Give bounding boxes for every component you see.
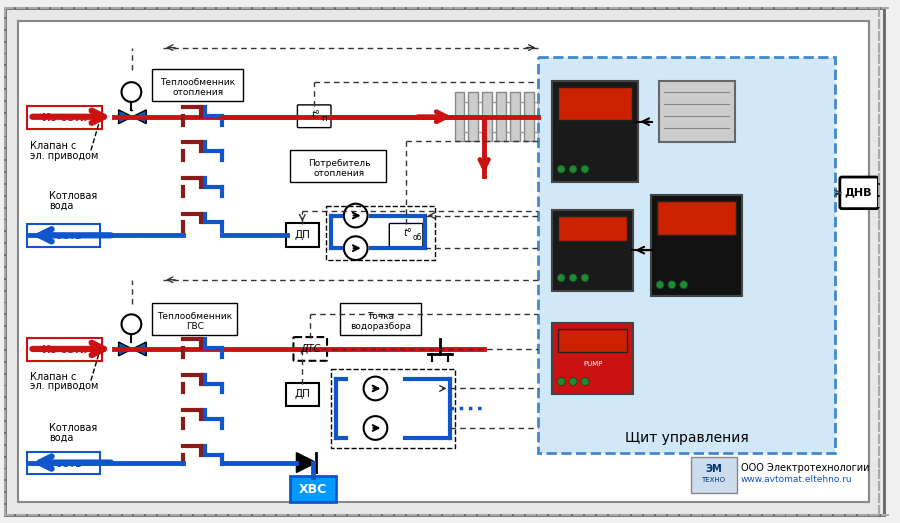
Text: ДП: ДП	[294, 390, 310, 400]
FancyBboxPatch shape	[285, 223, 320, 247]
FancyBboxPatch shape	[152, 70, 243, 101]
FancyBboxPatch shape	[340, 303, 421, 335]
FancyBboxPatch shape	[390, 223, 423, 247]
FancyBboxPatch shape	[509, 92, 519, 141]
Circle shape	[668, 281, 676, 289]
Text: вода: вода	[50, 201, 74, 211]
Text: t°: t°	[403, 229, 412, 238]
Text: В сеть: В сеть	[44, 459, 82, 469]
Text: Из сети: Из сети	[41, 113, 86, 123]
Circle shape	[364, 416, 387, 440]
Text: ДП: ДП	[294, 230, 310, 241]
FancyBboxPatch shape	[468, 92, 478, 141]
Text: отопления: отопления	[313, 168, 365, 178]
Polygon shape	[119, 110, 146, 123]
FancyBboxPatch shape	[291, 150, 386, 182]
Text: Котловая: Котловая	[50, 191, 98, 201]
FancyBboxPatch shape	[482, 92, 492, 141]
Circle shape	[581, 274, 589, 282]
Circle shape	[656, 281, 664, 289]
Text: Теплообменник: Теплообменник	[160, 78, 235, 87]
Circle shape	[569, 165, 577, 173]
FancyBboxPatch shape	[27, 452, 100, 474]
Text: эл. приводом: эл. приводом	[30, 151, 98, 161]
FancyBboxPatch shape	[558, 215, 627, 241]
Circle shape	[557, 378, 565, 385]
FancyBboxPatch shape	[690, 457, 737, 493]
Circle shape	[680, 281, 688, 289]
FancyBboxPatch shape	[27, 224, 100, 247]
Circle shape	[581, 165, 589, 173]
Circle shape	[569, 274, 577, 282]
FancyBboxPatch shape	[537, 92, 547, 141]
Text: ООО Электротехнологии: ООО Электротехнологии	[741, 462, 869, 472]
FancyBboxPatch shape	[285, 382, 320, 406]
Circle shape	[364, 377, 387, 400]
Circle shape	[557, 274, 565, 282]
FancyBboxPatch shape	[524, 92, 534, 141]
Text: ДТС: ДТС	[300, 344, 320, 354]
Circle shape	[344, 203, 367, 228]
FancyBboxPatch shape	[659, 81, 735, 142]
Circle shape	[344, 236, 367, 260]
FancyBboxPatch shape	[553, 81, 638, 182]
Text: ГВС: ГВС	[185, 322, 203, 331]
FancyBboxPatch shape	[840, 177, 878, 209]
Text: ЭМ: ЭМ	[705, 464, 722, 474]
FancyBboxPatch shape	[297, 105, 331, 128]
Circle shape	[569, 378, 577, 385]
FancyBboxPatch shape	[27, 338, 102, 361]
FancyBboxPatch shape	[558, 87, 633, 120]
Text: об: об	[413, 233, 422, 242]
Text: ХВС: ХВС	[299, 483, 328, 496]
Text: ТЕХНО: ТЕХНО	[701, 477, 725, 483]
Text: Из сети: Из сети	[41, 345, 86, 355]
Text: п: п	[321, 114, 327, 123]
FancyBboxPatch shape	[454, 92, 464, 141]
FancyBboxPatch shape	[291, 476, 336, 502]
Text: вода: вода	[50, 433, 74, 443]
Text: Клапан с: Клапан с	[30, 372, 76, 382]
FancyBboxPatch shape	[651, 195, 742, 295]
Text: t°: t°	[311, 110, 320, 120]
Text: эл. приводом: эл. приводом	[30, 381, 98, 392]
Text: Потребитель: Потребитель	[308, 158, 370, 168]
Text: ДНВ: ДНВ	[845, 188, 872, 198]
Text: Щит управления: Щит управления	[625, 431, 749, 445]
FancyBboxPatch shape	[553, 323, 634, 394]
FancyBboxPatch shape	[293, 337, 327, 361]
FancyBboxPatch shape	[558, 329, 627, 352]
FancyBboxPatch shape	[27, 106, 102, 129]
Text: В сеть: В сеть	[44, 231, 82, 241]
FancyBboxPatch shape	[4, 8, 885, 515]
FancyBboxPatch shape	[553, 210, 634, 291]
Text: PUMP: PUMP	[583, 361, 602, 367]
FancyBboxPatch shape	[152, 303, 237, 335]
Circle shape	[557, 165, 565, 173]
Text: www.avtomat.eltehno.ru: www.avtomat.eltehno.ru	[741, 475, 852, 484]
Polygon shape	[296, 453, 316, 472]
Text: водоразбора: водоразбора	[350, 322, 411, 331]
Circle shape	[581, 378, 589, 385]
Text: Клапан с: Клапан с	[30, 141, 76, 151]
Text: отопления: отопления	[172, 87, 223, 97]
Text: Точка: Точка	[367, 312, 394, 321]
Polygon shape	[119, 342, 146, 356]
Text: Теплообменник: Теплообменник	[158, 312, 232, 321]
FancyBboxPatch shape	[657, 201, 736, 235]
Text: Котловая: Котловая	[50, 423, 98, 433]
FancyBboxPatch shape	[496, 92, 506, 141]
FancyBboxPatch shape	[538, 58, 835, 453]
FancyBboxPatch shape	[18, 21, 869, 502]
